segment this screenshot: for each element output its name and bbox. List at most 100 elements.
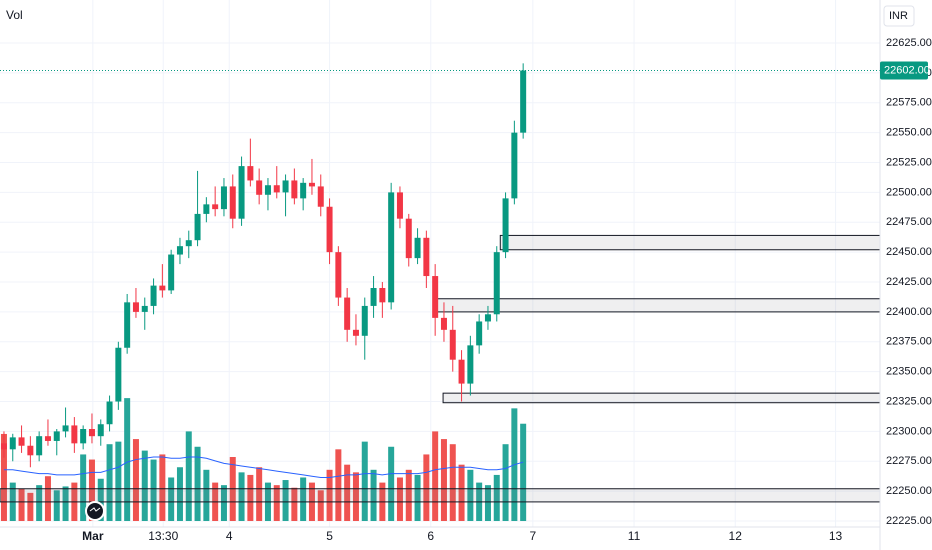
volume-bar xyxy=(335,449,342,521)
currency[interactable]: INR xyxy=(889,10,908,22)
candle-body xyxy=(88,429,95,437)
volume-bar xyxy=(27,492,34,521)
x-tick-label: 11 xyxy=(628,529,641,543)
volume-bar xyxy=(256,467,263,521)
y-tick-label: 22400.00 xyxy=(886,306,932,318)
volume-bar xyxy=(520,423,527,521)
candle-body xyxy=(300,182,307,199)
candle-body xyxy=(440,317,447,330)
candle-body xyxy=(168,254,175,291)
candle-body xyxy=(520,70,527,133)
candle-body xyxy=(18,437,25,446)
candle-body xyxy=(132,302,139,312)
y-tick-label: 22425.00 xyxy=(886,276,932,288)
volume-bar xyxy=(458,464,465,521)
candle-body xyxy=(247,166,254,181)
volume-bar xyxy=(124,398,131,521)
volume-bar xyxy=(273,485,280,521)
volume-bar xyxy=(194,446,201,521)
candle-body xyxy=(256,180,263,195)
candle-body xyxy=(326,206,333,253)
x-tick-label: 13 xyxy=(829,529,843,543)
candle-body xyxy=(194,213,201,241)
last-price-box xyxy=(880,61,928,80)
y-tick-label: 22325.00 xyxy=(886,395,932,407)
candle-body xyxy=(124,302,131,348)
zone xyxy=(442,392,881,404)
volume-bar xyxy=(388,446,395,521)
candle-body xyxy=(203,204,210,214)
candle-body xyxy=(335,252,342,298)
volume-bar xyxy=(396,477,403,521)
volume-bar xyxy=(106,444,113,521)
volume-bar xyxy=(467,469,474,521)
candle-body xyxy=(264,185,271,195)
candle-body xyxy=(9,437,16,450)
volume-bar xyxy=(502,444,509,521)
candle-body xyxy=(291,180,298,199)
volume-bar xyxy=(36,485,43,521)
x-tick-label: 5 xyxy=(326,529,333,543)
volume-bar xyxy=(115,441,122,521)
volume-bar xyxy=(97,478,104,521)
y-tick-label: 22375.00 xyxy=(886,336,932,348)
candle-body xyxy=(361,305,368,336)
candle-body xyxy=(396,192,403,219)
volume-bar xyxy=(44,476,51,521)
x-tick-label: 7 xyxy=(529,529,536,543)
candle-body xyxy=(458,359,465,384)
candle-body xyxy=(36,436,43,456)
candle-body xyxy=(414,237,421,259)
candle-body xyxy=(282,180,289,193)
volume-bar xyxy=(150,459,157,521)
candle-body xyxy=(405,218,412,259)
y-tick-label: 22350.00 xyxy=(886,366,932,378)
candle-body xyxy=(511,132,518,199)
currency-box[interactable] xyxy=(883,5,915,27)
candle-body xyxy=(379,287,386,303)
volume-bar xyxy=(168,477,175,521)
y-tick-label: 22250.00 xyxy=(886,485,932,497)
candle-body xyxy=(388,192,395,303)
candle-body xyxy=(317,186,324,207)
volume-bar xyxy=(317,490,324,521)
candle-body xyxy=(229,186,236,219)
y-tick-label: 22225.00 xyxy=(886,515,932,527)
y-tick-label: 22525.00 xyxy=(886,156,932,168)
volume-bar xyxy=(220,485,227,521)
candle-body xyxy=(423,237,430,277)
candle-body xyxy=(27,445,34,456)
volume-bar xyxy=(344,464,351,521)
volume-bar xyxy=(0,433,7,521)
volume-bar xyxy=(247,474,254,521)
candle-body xyxy=(344,297,351,330)
zone xyxy=(436,298,881,313)
candle-body xyxy=(370,287,377,306)
volume-bar xyxy=(361,441,368,521)
plot xyxy=(0,63,881,503)
candle-body xyxy=(141,305,148,312)
volume-bar xyxy=(291,487,298,521)
candle-body xyxy=(493,252,500,315)
candle-body xyxy=(115,347,122,402)
candle-body xyxy=(176,246,183,255)
y-tick-label: 22550.00 xyxy=(886,127,932,139)
volume-bar xyxy=(141,450,148,521)
y-tick-label: 22575.00 xyxy=(886,97,932,109)
volume-bar xyxy=(176,467,183,521)
candle-body xyxy=(308,182,315,187)
volume-bar xyxy=(484,485,491,521)
zone xyxy=(0,488,881,503)
candle-body xyxy=(212,204,219,210)
y-tick-label: 22500.00 xyxy=(886,186,932,198)
x-tick-label: 6 xyxy=(427,529,434,543)
candle-body xyxy=(432,276,439,318)
volume-bar xyxy=(449,444,456,521)
x-tick-label: Mar xyxy=(82,529,104,543)
x-tick-label: 4 xyxy=(226,529,233,543)
volume-bar xyxy=(238,472,245,521)
y-tick-label: 22625.00 xyxy=(886,37,932,49)
volume-bar xyxy=(159,454,166,521)
